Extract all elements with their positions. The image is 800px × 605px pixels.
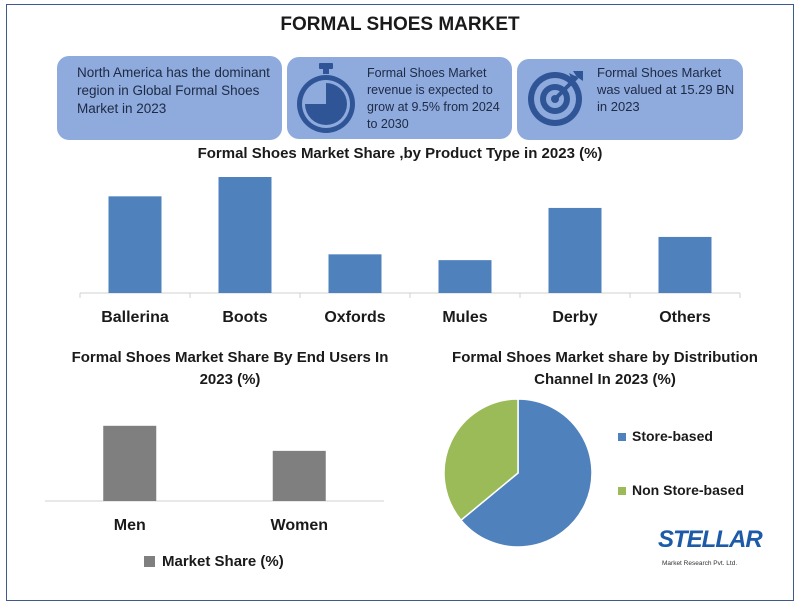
distribution-pie-chart: Store-based Non Store-based: [443, 398, 744, 548]
bar-others: [658, 236, 712, 293]
stellar-logo: STELLAR Market Research Pvt. Ltd.: [648, 524, 768, 580]
end-users-bar-chart: Men Women Market Share (%): [45, 425, 384, 570]
x-tick-label: Mules: [442, 309, 487, 326]
x-tick-label: Oxfords: [324, 309, 385, 326]
x-tick-label: Derby: [552, 309, 597, 326]
x-tick-label: Others: [659, 309, 711, 326]
info-card-region-text: North America has the dominant region in…: [77, 65, 270, 116]
legend-swatch-non-store-based: [618, 487, 626, 495]
distribution-chart-title: Formal Shoes Market share by Distributio…: [452, 349, 758, 388]
legend-swatch-market-share: [144, 556, 155, 567]
legend-label-store-based: Store-based: [632, 428, 713, 444]
info-card-growth-text: Formal Shoes Market revenue is expected …: [367, 66, 500, 131]
product-type-chart-title: Formal Shoes Market Share ,by Product Ty…: [197, 145, 603, 162]
bar-boots: [218, 177, 272, 293]
x-tick-label: Ballerina: [101, 309, 169, 326]
info-card-valuation: Formal Shoes Market was valued at 15.29 …: [517, 59, 743, 140]
bar-women: [272, 450, 326, 501]
bar-oxfords: [328, 254, 382, 293]
page-title: FORMAL SHOES MARKET: [280, 14, 520, 35]
logo-subtext: Market Research Pvt. Ltd.: [662, 560, 738, 567]
target-icon: [528, 71, 583, 126]
bar-mules: [438, 260, 492, 293]
legend-swatch-store-based: [618, 433, 626, 441]
product-type-bar-chart: Ballerina Boots Oxfords Mules Derby Others: [79, 177, 741, 326]
legend-label-market-share: Market Share (%): [162, 553, 284, 570]
info-card-valuation-text: Formal Shoes Market was valued at 15.29 …: [597, 65, 735, 114]
x-tick-label: Men: [114, 517, 146, 534]
x-tick-label: Boots: [222, 309, 267, 326]
bar-derby: [548, 207, 602, 293]
info-card-growth: Formal Shoes Market revenue is expected …: [287, 57, 512, 139]
x-tick-label: Women: [271, 517, 328, 534]
bar-ballerina: [108, 196, 162, 293]
stopwatch-icon: [297, 63, 355, 133]
logo-wordmark: STELLAR: [658, 526, 763, 553]
pie-slice-non-store-based: [443, 398, 519, 522]
infographic-frame: [6, 4, 794, 601]
info-card-region: North America has the dominant region in…: [57, 56, 282, 140]
legend-label-non-store-based: Non Store-based: [632, 482, 744, 498]
pie-slice-store-based: [459, 398, 593, 548]
end-users-chart-title: Formal Shoes Market Share By End Users I…: [71, 349, 389, 388]
bar-men: [103, 425, 157, 501]
